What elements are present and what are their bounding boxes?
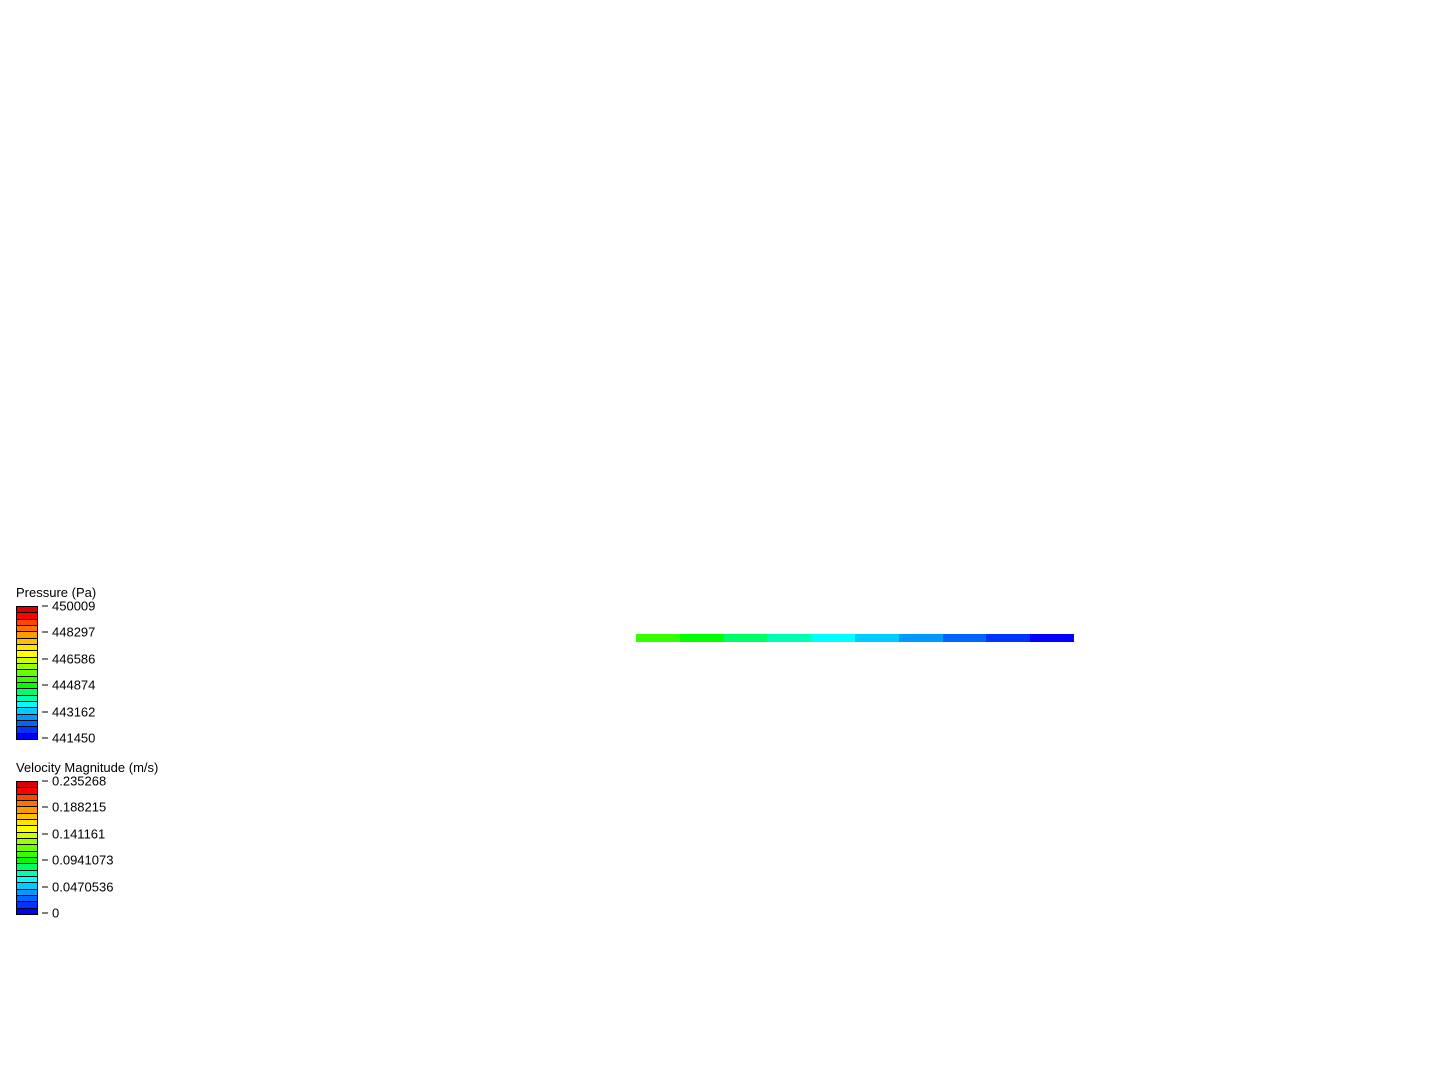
simulation-strip-segment: [986, 634, 1030, 642]
simulation-strip-segment: [855, 634, 899, 642]
pressure-tick-label: 448297: [52, 625, 95, 640]
simulation-strip-segment: [724, 634, 768, 642]
velocity-tick-label: 0.141161: [52, 826, 105, 841]
velocity-ticks: 0.2352680.1882150.1411610.09410730.04705…: [42, 781, 122, 913]
pressure-tick: 448297: [42, 625, 95, 640]
velocity-tick: 0.0470536: [42, 879, 113, 894]
simulation-strip-segment: [1030, 634, 1074, 642]
pressure-tick-label: 441450: [52, 731, 95, 746]
velocity-tick: 0.235268: [42, 774, 106, 789]
simulation-strip-segment: [636, 634, 680, 642]
pressure-tick-label: 443162: [52, 704, 95, 719]
pressure-legend: Pressure (Pa) 45000944829744658644487444…: [16, 585, 122, 740]
pressure-tick: 446586: [42, 651, 95, 666]
pressure-tick-label: 450009: [52, 599, 95, 614]
simulation-strip-segment: [680, 634, 724, 642]
velocity-tick-label: 0.0470536: [52, 879, 113, 894]
pressure-tick: 444874: [42, 678, 95, 693]
velocity-swatch: [17, 908, 37, 914]
velocity-tick-label: 0: [52, 906, 59, 921]
velocity-legend-body: 0.2352680.1882150.1411610.09410730.04705…: [16, 781, 158, 915]
simulation-strip-segment: [767, 634, 811, 642]
velocity-legend: Velocity Magnitude (m/s) 0.2352680.18821…: [16, 760, 158, 915]
simulation-strip-segment: [899, 634, 943, 642]
pressure-ticks: 450009448297446586444874443162441450: [42, 606, 122, 738]
velocity-colorbar: [16, 781, 38, 915]
velocity-tick-label: 0.0941073: [52, 853, 113, 868]
pressure-tick: 443162: [42, 704, 95, 719]
pressure-tick-label: 444874: [52, 678, 95, 693]
velocity-tick-label: 0.188215: [52, 800, 106, 815]
velocity-tick: 0.141161: [42, 826, 105, 841]
pressure-tick: 441450: [42, 731, 95, 746]
simulation-strip-segment: [811, 634, 855, 642]
velocity-tick: 0.0941073: [42, 853, 113, 868]
pressure-colorbar: [16, 606, 38, 740]
pressure-legend-body: 450009448297446586444874443162441450: [16, 606, 122, 740]
pressure-swatch: [17, 733, 37, 739]
simulation-strip: [636, 634, 1074, 642]
velocity-tick: 0: [42, 906, 59, 921]
simulation-strip-segment: [943, 634, 987, 642]
velocity-tick-label: 0.235268: [52, 774, 106, 789]
pressure-tick-label: 446586: [52, 651, 95, 666]
pressure-tick: 450009: [42, 599, 95, 614]
velocity-tick: 0.188215: [42, 800, 106, 815]
